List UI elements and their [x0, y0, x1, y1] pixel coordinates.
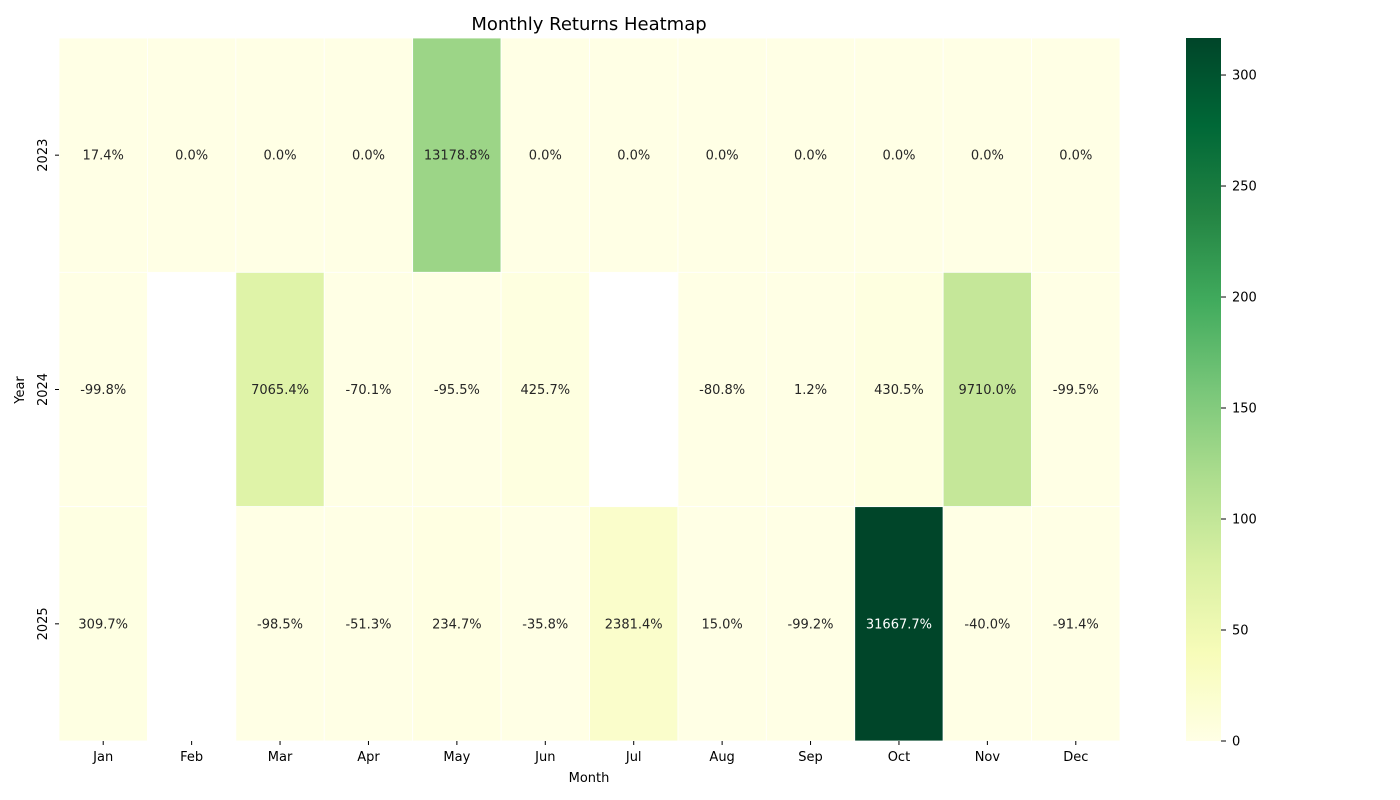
- x-tick-label: Oct: [888, 750, 910, 765]
- heatmap-cell: [412, 37, 502, 273]
- y-axis: 2023 2024 2025: [36, 139, 59, 640]
- cell-value-label: 0.0%: [264, 149, 297, 164]
- heatmap-cell: [500, 37, 590, 273]
- cell-value-label: -80.8%: [699, 383, 745, 398]
- chart-title: Monthly Returns Heatmap: [471, 14, 706, 35]
- x-tick-label: Feb: [180, 750, 203, 765]
- cell-value-label: 0.0%: [529, 149, 562, 164]
- colorbar-tick-label: 250: [1232, 180, 1257, 195]
- heatmap-cell: [58, 271, 148, 508]
- x-tick-label: Mar: [268, 750, 293, 765]
- colorbar-tick-label: 50: [1232, 624, 1249, 639]
- x-tick-label: Apr: [357, 750, 380, 765]
- heatmap-cell: [235, 37, 325, 273]
- heatmap-cell: [765, 271, 856, 508]
- cell-value-label: 0.0%: [352, 149, 385, 164]
- cell-value-label: -40.0%: [964, 617, 1010, 632]
- heatmap-cell-labels: 17.4% 0.0% 0.0% 0.0% 13178.8% 0.0% 0.0% 0.0% 0.0…: [78, 149, 1098, 633]
- x-tick-label: Aug: [709, 750, 734, 765]
- cell-value-label: 1.2%: [794, 383, 827, 398]
- heatmap-cell: [323, 506, 414, 742]
- cell-value-label: 234.7%: [432, 617, 482, 632]
- cell-value-label: 31667.7%: [866, 617, 932, 632]
- cell-value-label: 2381.4%: [605, 617, 663, 632]
- heatmap-cell: [1031, 271, 1121, 508]
- cell-value-label: 0.0%: [706, 149, 739, 164]
- x-axis-label: Month: [569, 771, 610, 786]
- colorbar-ticks: 0 50 100 150 200 250 300: [1221, 69, 1257, 750]
- heatmap-cell: [500, 271, 590, 508]
- cell-value-label: 0.0%: [794, 149, 827, 164]
- cell-value-label: 430.5%: [874, 383, 924, 398]
- heatmap-cell: [942, 271, 1032, 508]
- cell-value-label: -99.2%: [788, 617, 834, 632]
- heatmap-cell: [147, 37, 237, 273]
- x-tick-label: May: [443, 750, 470, 765]
- heatmap-cell: [235, 271, 325, 508]
- heatmap-cell: [677, 506, 767, 742]
- heatmap-cell: [589, 506, 679, 742]
- y-tick-label: 2025: [36, 607, 51, 640]
- y-tick-label: 2023: [36, 139, 51, 172]
- cell-value-label: 0.0%: [882, 149, 915, 164]
- heatmap-cell: [589, 37, 679, 273]
- heatmap-cell: [854, 506, 944, 742]
- cell-value-label: 13178.8%: [424, 149, 490, 164]
- cell-value-label: -99.8%: [80, 383, 126, 398]
- heatmap-cell: [58, 37, 148, 273]
- heatmap-cell: [500, 506, 590, 742]
- cell-value-label: -70.1%: [345, 383, 391, 398]
- x-tick-label: Dec: [1063, 750, 1088, 765]
- cell-value-label: 0.0%: [1059, 149, 1092, 164]
- cell-value-label: 15.0%: [701, 617, 742, 632]
- colorbar-gradient: [1186, 38, 1221, 741]
- cell-value-label: -98.5%: [257, 617, 303, 632]
- cell-value-label: -35.8%: [522, 617, 568, 632]
- heatmap-cell: [58, 506, 148, 742]
- cell-value-label: -99.5%: [1053, 383, 1099, 398]
- cell-value-label: 17.4%: [83, 149, 124, 164]
- cell-value-label: 309.7%: [78, 617, 128, 632]
- cell-value-label: 7065.4%: [251, 383, 309, 398]
- heatmap-cells: [58, 37, 1121, 742]
- colorbar: 0 50 100 150 200 250 300: [1186, 38, 1257, 750]
- y-axis-label: Year: [13, 376, 28, 405]
- colorbar-tick-label: 300: [1232, 69, 1257, 84]
- cell-value-label: 425.7%: [521, 383, 571, 398]
- x-tick-label: Nov: [975, 750, 1001, 765]
- y-tick-label: 2024: [36, 373, 51, 406]
- heatmap-cell: [323, 37, 414, 273]
- cell-value-label: -51.3%: [345, 617, 391, 632]
- colorbar-tick-label: 100: [1232, 513, 1257, 528]
- cell-value-label: 0.0%: [175, 149, 208, 164]
- heatmap-cell: [412, 506, 502, 742]
- heatmap-cell: [854, 271, 944, 508]
- colorbar-tick-label: 200: [1232, 291, 1257, 306]
- cell-value-label: 0.0%: [617, 149, 650, 164]
- colorbar-tick-label: 0: [1232, 735, 1240, 750]
- heatmap-cell: [1031, 506, 1121, 742]
- heatmap-cell: [323, 271, 414, 508]
- cell-value-label: -95.5%: [434, 383, 480, 398]
- heatmap-cell: [1031, 37, 1121, 273]
- heatmap-cell: [677, 37, 767, 273]
- cell-value-label: 0.0%: [971, 149, 1004, 164]
- heatmap-cell: [677, 271, 767, 508]
- x-axis: Jan Feb Mar Apr May Jun Jul Aug Sep Oct Nov Dec: [92, 741, 1088, 765]
- cell-value-label: -91.4%: [1053, 617, 1099, 632]
- x-tick-label: Jul: [625, 750, 642, 765]
- heatmap-cell: [854, 37, 944, 273]
- x-tick-label: Jun: [534, 750, 555, 765]
- x-tick-label: Sep: [798, 750, 823, 765]
- heatmap-cell: [412, 271, 502, 508]
- cell-value-label: 9710.0%: [958, 383, 1016, 398]
- x-tick-label: Jan: [92, 750, 113, 765]
- colorbar-tick-label: 150: [1232, 402, 1257, 417]
